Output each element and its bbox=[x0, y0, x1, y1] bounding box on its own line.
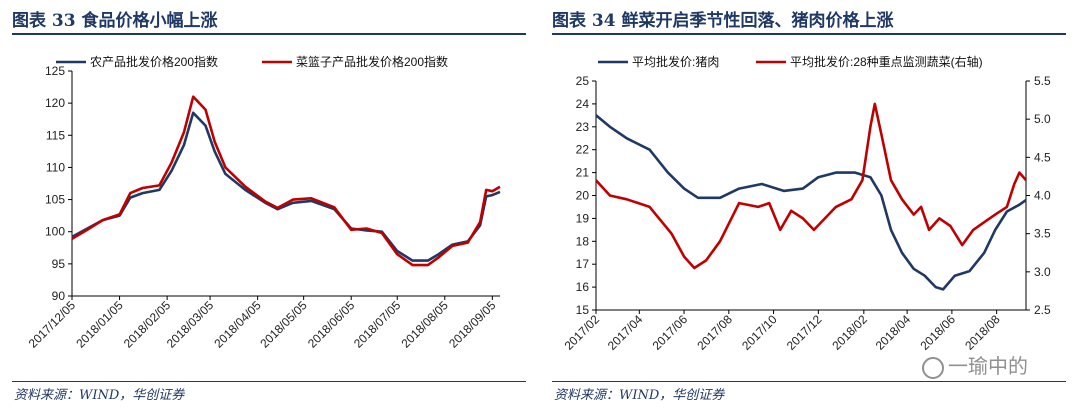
chart-panel-pork-vegetables: 图表 34 鲜菜开启季节性回落、猪肉价格上涨 15 16 17 18 19 20 21 22 2… bbox=[540, 0, 1080, 411]
watermark: 一瑜中的 bbox=[922, 350, 1028, 379]
source-rule bbox=[552, 381, 1066, 382]
x-tick-label: 2018/05/05 bbox=[257, 298, 310, 351]
x-tick-label: 2018/03/05 bbox=[164, 298, 217, 351]
y-tick-label: 120 bbox=[45, 96, 65, 110]
watermark-text: 一瑜中的 bbox=[948, 354, 1028, 378]
chart-canvas-right: 15 16 17 18 19 20 21 22 23 24 25 2.5 3.0 3.5 4.0 4.5 5.0… bbox=[562, 54, 1051, 353]
y2-tick-label: 2.5 bbox=[1034, 303, 1051, 317]
y-tick-label: 24 bbox=[576, 97, 590, 111]
legend-label: 平均批发价:28种重点监测蔬菜(右轴) bbox=[790, 54, 983, 69]
series-line-agri-index bbox=[71, 111, 501, 262]
y-tick-label: 18 bbox=[576, 234, 590, 248]
y-tick-label: 16 bbox=[576, 280, 590, 294]
y-tick-label: 19 bbox=[576, 211, 590, 225]
y-tick-label: 15 bbox=[576, 303, 590, 317]
legend-label: 菜篮子产品批发价格200指数 bbox=[296, 54, 448, 69]
x-tick-label: 2018/07/05 bbox=[351, 298, 404, 351]
series-line-pork bbox=[595, 114, 1027, 291]
x-tick-label: 2018/06/05 bbox=[305, 298, 358, 351]
y2-tick-label: 4.5 bbox=[1034, 150, 1051, 164]
y-tick-label: 125 bbox=[45, 64, 65, 78]
y2-tick-label: 3.5 bbox=[1034, 227, 1051, 241]
y-tick-label: 20 bbox=[576, 189, 590, 203]
source-note: 资料来源：WIND，华创证券 bbox=[14, 388, 185, 403]
x-tick-label: 2018/02 bbox=[829, 312, 870, 353]
chart-title: 图表 33 食品价格小幅上涨 bbox=[12, 11, 218, 31]
x-tick-label: 2017/12 bbox=[784, 312, 825, 353]
source-rule bbox=[12, 381, 526, 382]
legend-label: 农产品批发价格200指数 bbox=[90, 54, 218, 69]
x-tick-label: 2017/02 bbox=[562, 312, 603, 353]
chart-panel-food-prices: 图表 33 食品价格小幅上涨 90 95 100 105 110 115 120 125 201… bbox=[12, 11, 526, 403]
y-tick-label: 22 bbox=[576, 143, 590, 157]
y-tick-label: 23 bbox=[576, 120, 590, 134]
y2-tick-label: 5.5 bbox=[1034, 74, 1051, 88]
y-tick-label: 115 bbox=[46, 128, 65, 142]
source-note: 资料来源：WIND，华创证券 bbox=[554, 388, 725, 403]
x-tick-label: 2018/01/05 bbox=[73, 298, 126, 351]
x-tick-label: 2018/04/05 bbox=[211, 298, 264, 351]
x-tick-label: 2017/12/05 bbox=[26, 298, 79, 351]
y-tick-label: 21 bbox=[576, 166, 590, 180]
x-tick-label: 2017/04 bbox=[605, 312, 646, 353]
title-rule bbox=[12, 33, 526, 35]
y-tick-label: 100 bbox=[45, 225, 65, 239]
y-tick-label: 25 bbox=[576, 74, 590, 88]
chart-title: 图表 34 鲜菜开启季节性回落、猪肉价格上涨 bbox=[552, 11, 894, 31]
y2-tick-label: 5.0 bbox=[1034, 112, 1051, 126]
title-rule bbox=[552, 33, 1066, 35]
x-tick-label: 2017/06 bbox=[650, 312, 691, 353]
y2-tick-label: 4.0 bbox=[1034, 189, 1051, 203]
legend-label: 平均批发价:猪肉 bbox=[632, 54, 719, 69]
y-tick-label: 17 bbox=[576, 257, 590, 271]
y-tick-label: 110 bbox=[46, 160, 65, 174]
y-tick-label: 90 bbox=[52, 289, 66, 303]
y2-tick-label: 3.0 bbox=[1034, 265, 1051, 279]
x-tick-label: 2017/08 bbox=[694, 312, 735, 353]
y-tick-label: 105 bbox=[45, 193, 65, 207]
x-tick-label: 2018/08 bbox=[962, 312, 1003, 353]
x-tick-label: 2018/08/05 bbox=[399, 298, 452, 351]
x-tick-label: 2018/04 bbox=[873, 312, 914, 353]
wechat-icon bbox=[922, 356, 944, 379]
x-tick-label: 2018/06 bbox=[917, 312, 958, 353]
y-tick-label: 95 bbox=[52, 257, 66, 271]
x-tick-label: 2017/10 bbox=[739, 312, 780, 353]
series-line-vegetables bbox=[595, 102, 1027, 270]
series-line-basket-index bbox=[71, 95, 501, 267]
chart-canvas-left: 90 95 100 105 110 115 120 125 2017/12/052018/01/… bbox=[26, 54, 501, 351]
x-tick-label: 2018/09/05 bbox=[446, 298, 499, 351]
